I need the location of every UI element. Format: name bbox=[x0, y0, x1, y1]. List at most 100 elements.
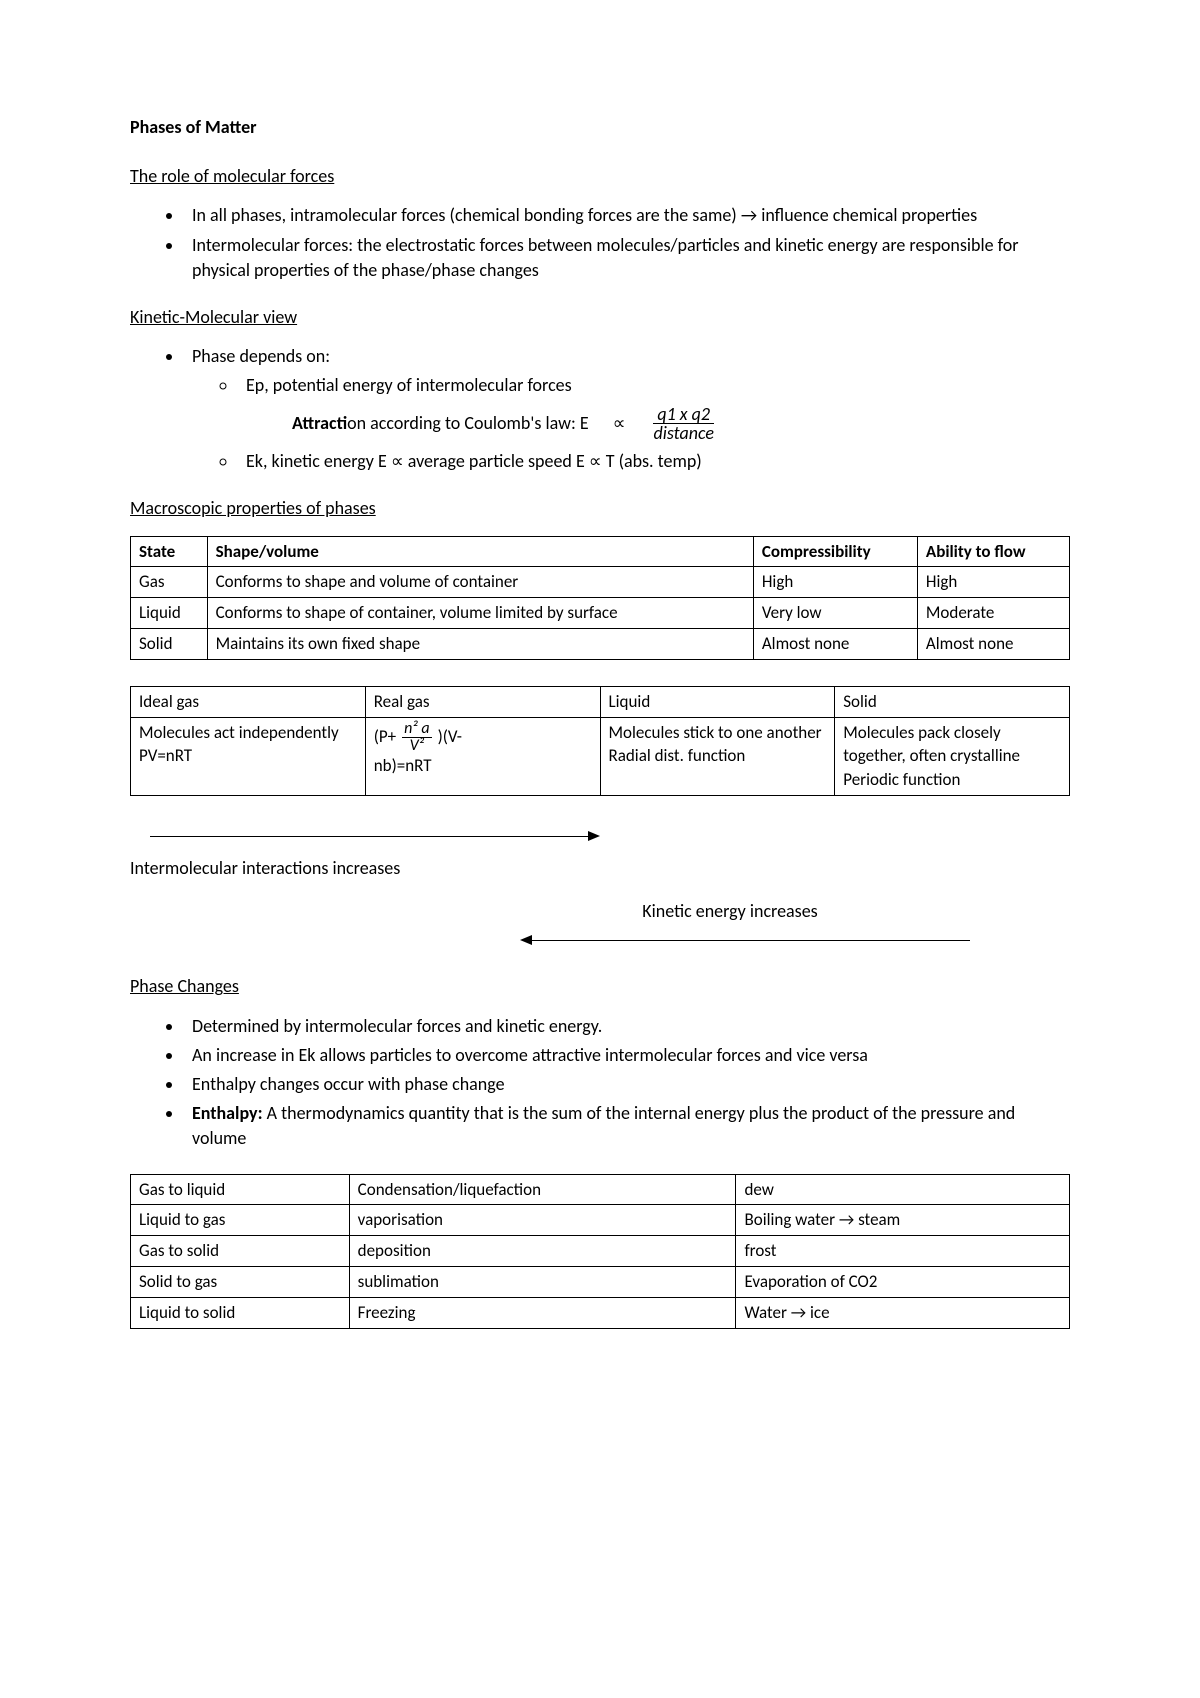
table-cell: Almost none bbox=[917, 629, 1069, 660]
table-cell: Solid to gas bbox=[131, 1266, 350, 1297]
list-kinetic-molecular: Phase depends on: Ep, potential energy o… bbox=[130, 344, 1070, 474]
table-header: Shape/volume bbox=[207, 536, 753, 567]
table-row: Gas to solid deposition frost bbox=[131, 1236, 1070, 1267]
table-cell: Freezing bbox=[349, 1297, 736, 1328]
table-row: Solid to gas sublimation Evaporation of … bbox=[131, 1266, 1070, 1297]
table-cell: deposition bbox=[349, 1236, 736, 1267]
table-cell: Boiling water → steam bbox=[736, 1205, 1070, 1236]
table-cell: Condensation/liquefaction bbox=[349, 1174, 736, 1205]
arrow-label-kinetic: Kinetic energy increases bbox=[390, 899, 1070, 924]
coulomb-equation: Attraction according to Coulomb's law: E… bbox=[292, 405, 1070, 444]
document-page: Phases of Matter The role of molecular f… bbox=[0, 0, 1200, 1435]
table-cell: Liquid to gas bbox=[131, 1205, 350, 1236]
table-cell: Liquid to solid bbox=[131, 1297, 350, 1328]
table-cell: Solid bbox=[835, 686, 1070, 717]
list-item: Intermolecular forces: the electrostatic… bbox=[184, 233, 1070, 283]
table-cell: Moderate bbox=[917, 598, 1069, 629]
text: Radial dist. function bbox=[609, 744, 827, 768]
table-cell: High bbox=[917, 567, 1069, 598]
text: Phase depends on: bbox=[192, 345, 330, 367]
table-cell: vaporisation bbox=[349, 1205, 736, 1236]
text: (P+ bbox=[374, 725, 396, 749]
equation-prefix: Attraction according to Coulomb's law: E bbox=[292, 411, 589, 436]
list-item: Determined by intermolecular forces and … bbox=[184, 1014, 1070, 1039]
table-row: Liquid Conforms to shape of container, v… bbox=[131, 598, 1070, 629]
text: Periodic function bbox=[843, 768, 1061, 792]
fraction-denominator: V² bbox=[408, 738, 426, 754]
sublist: Ep, potential energy of intermolecular f… bbox=[192, 373, 1070, 398]
table-cell: Real gas bbox=[365, 686, 600, 717]
text: nb)=nRT bbox=[374, 754, 592, 778]
table-cell: Maintains its own fixed shape bbox=[207, 629, 753, 660]
table-row: Gas Conforms to shape and volume of cont… bbox=[131, 567, 1070, 598]
bold-text: Enthalpy: bbox=[192, 1102, 263, 1124]
table-row: Gas to liquid Condensation/liquefaction … bbox=[131, 1174, 1070, 1205]
bold-text: Attracti bbox=[292, 412, 347, 434]
table-row: Solid Maintains its own fixed shape Almo… bbox=[131, 629, 1070, 660]
table-cell: Conforms to shape and volume of containe… bbox=[207, 567, 753, 598]
table-cell: Very low bbox=[753, 598, 917, 629]
table-cell: Molecules stick to one another Radial di… bbox=[600, 717, 835, 795]
arrow-line bbox=[530, 940, 970, 941]
table-row: Liquid to solid Freezing Water → ice bbox=[131, 1297, 1070, 1328]
arrow-left-container bbox=[130, 926, 1070, 956]
sublist: Ek, kinetic energy E ∝ average particle … bbox=[192, 449, 1070, 474]
table-row: State Shape/volume Compressibility Abili… bbox=[131, 536, 1070, 567]
table-cell: (P+ n² a V² )(V- nb)=nRT bbox=[365, 717, 600, 795]
sublist-item: Ek, kinetic energy E ∝ average particle … bbox=[238, 449, 1070, 474]
section-heading-phase-changes: Phase Changes bbox=[130, 974, 1070, 999]
arrow-right-container bbox=[130, 822, 1070, 852]
table-cell: Almost none bbox=[753, 629, 917, 660]
list-molecular-forces: In all phases, intramolecular forces (ch… bbox=[130, 203, 1070, 283]
table-cell: Molecules act independently PV=nRT bbox=[131, 717, 366, 795]
text: PV=nRT bbox=[139, 744, 357, 768]
table-cell: frost bbox=[736, 1236, 1070, 1267]
text: on according to Coulomb's law: E bbox=[347, 412, 589, 434]
table-cell: Conforms to shape of container, volume l… bbox=[207, 598, 753, 629]
list-item: An increase in Ek allows particles to ov… bbox=[184, 1043, 1070, 1068]
table-cell: Molecules pack closely together, often c… bbox=[835, 717, 1070, 795]
table-cell: Gas to liquid bbox=[131, 1174, 350, 1205]
table-header: Compressibility bbox=[753, 536, 917, 567]
text: )(V- bbox=[438, 725, 462, 749]
text: Molecules act independently bbox=[139, 721, 357, 745]
table-cell: Liquid bbox=[600, 686, 835, 717]
table-cell: Ideal gas bbox=[131, 686, 366, 717]
table-cell: Gas bbox=[131, 567, 208, 598]
text: A thermodynamics quantity that is the su… bbox=[192, 1102, 1015, 1149]
list-item: Phase depends on: Ep, potential energy o… bbox=[184, 344, 1070, 474]
real-gas-equation: (P+ n² a V² )(V- bbox=[374, 721, 462, 754]
table-row: Liquid to gas vaporisation Boiling water… bbox=[131, 1205, 1070, 1236]
arrow-label-intermolecular: Intermolecular interactions increases bbox=[130, 856, 1070, 881]
list-item: Enthalpy changes occur with phase change bbox=[184, 1072, 1070, 1097]
table-row: Molecules act independently PV=nRT (P+ n… bbox=[131, 717, 1070, 795]
fraction-denominator: distance bbox=[649, 424, 717, 443]
fraction: n² a V² bbox=[402, 721, 431, 754]
table-header: Ability to flow bbox=[917, 536, 1069, 567]
list-item: In all phases, intramolecular forces (ch… bbox=[184, 203, 1070, 228]
table-cell: sublimation bbox=[349, 1266, 736, 1297]
table-macroscopic-properties: State Shape/volume Compressibility Abili… bbox=[130, 536, 1070, 660]
proportional-symbol: ∝ bbox=[613, 411, 626, 436]
list-item: Enthalpy: A thermodynamics quantity that… bbox=[184, 1101, 1070, 1151]
section-heading-molecular-forces: The role of molecular forces bbox=[130, 164, 1070, 189]
table-cell: dew bbox=[736, 1174, 1070, 1205]
sublist-item: Ep, potential energy of intermolecular f… bbox=[238, 373, 1070, 398]
arrow-line bbox=[150, 836, 590, 837]
fraction: q1 x q2 distance bbox=[649, 405, 717, 444]
arrow-right-icon bbox=[588, 831, 600, 841]
text: Molecules pack closely together, often c… bbox=[843, 721, 1061, 769]
table-gas-liquid-solid: Ideal gas Real gas Liquid Solid Molecule… bbox=[130, 686, 1070, 796]
table-cell: High bbox=[753, 567, 917, 598]
table-cell: Water → ice bbox=[736, 1297, 1070, 1328]
section-heading-kinetic-molecular: Kinetic-Molecular view bbox=[130, 305, 1070, 330]
page-title: Phases of Matter bbox=[130, 115, 1070, 140]
text: Molecules stick to one another bbox=[609, 721, 827, 745]
table-header: State bbox=[131, 536, 208, 567]
table-cell: Evaporation of CO2 bbox=[736, 1266, 1070, 1297]
section-heading-macroscopic: Macroscopic properties of phases bbox=[130, 496, 1070, 521]
table-cell: Solid bbox=[131, 629, 208, 660]
list-phase-changes: Determined by intermolecular forces and … bbox=[130, 1014, 1070, 1152]
table-row: Ideal gas Real gas Liquid Solid bbox=[131, 686, 1070, 717]
table-phase-change-examples: Gas to liquid Condensation/liquefaction … bbox=[130, 1174, 1070, 1329]
